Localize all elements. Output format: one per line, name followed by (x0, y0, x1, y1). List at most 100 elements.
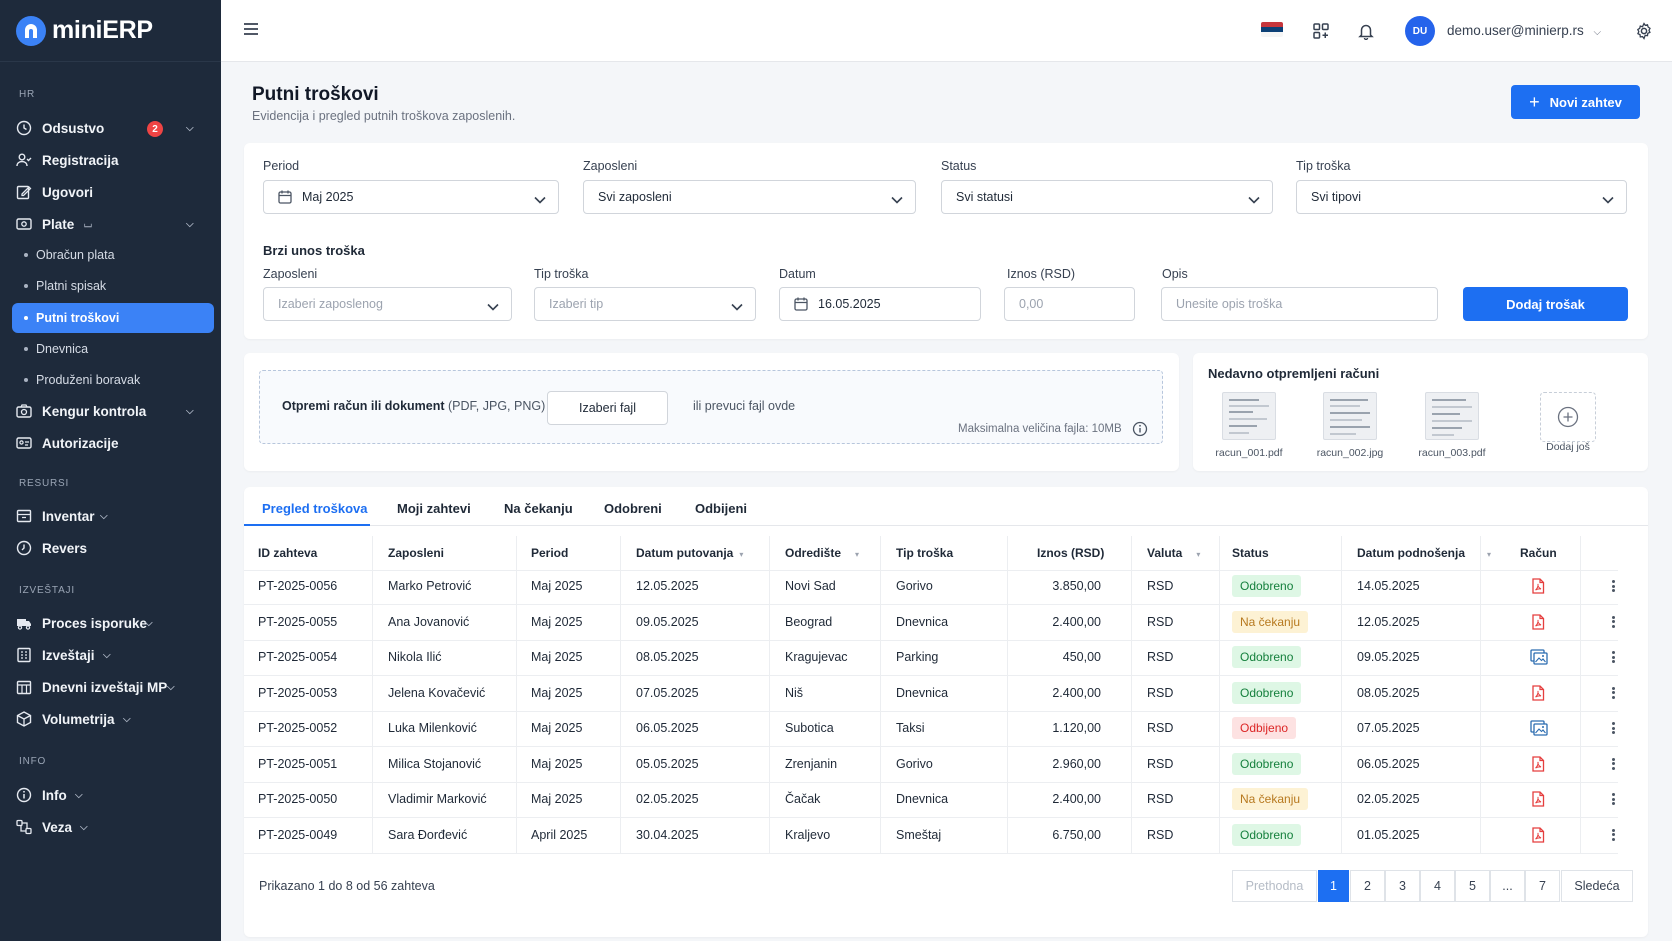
column-header-submitted[interactable]: Datum podnošenja ▾ (1357, 546, 1492, 560)
sidebar-item-revers[interactable]: Revers (12, 533, 214, 563)
sidebar-item-inventar[interactable]: Inventar ⌵ (12, 501, 214, 531)
employee-filter-label: Zaposleni (583, 159, 638, 173)
receipt-thumbnail[interactable] (1323, 392, 1377, 440)
info-icon[interactable] (1132, 421, 1148, 440)
new-request-button[interactable]: + Novi zahtev (1511, 85, 1640, 119)
row-divider (244, 852, 1618, 854)
pdf-file-icon[interactable] (1531, 578, 1545, 597)
cell-submitted: 12.05.2025 (1357, 614, 1420, 629)
link-icon (16, 819, 32, 835)
tab-na-cekanju[interactable]: Na čekanju (504, 501, 573, 516)
logo[interactable]: miniERP (0, 0, 221, 62)
image-file-icon[interactable] (1530, 649, 1548, 668)
cell-travel-date: 05.05.2025 (636, 756, 699, 771)
pdf-file-icon[interactable] (1531, 791, 1545, 810)
cell-travel-date: 02.05.2025 (636, 792, 699, 806)
tab-odobreni[interactable]: Odobreni (604, 501, 662, 516)
pdf-file-icon[interactable] (1531, 684, 1545, 704)
qe-employee-select[interactable]: Izaberi zaposlenog (263, 287, 512, 321)
image-file-icon[interactable] (1530, 720, 1548, 739)
qe-amount-input[interactable]: 0,00 (1004, 287, 1135, 321)
serbia-flag-icon[interactable] (1261, 22, 1283, 37)
pagination-page[interactable]: 3 (1385, 870, 1420, 902)
column-header-currency[interactable]: Valuta ▾ (1147, 546, 1201, 560)
receipt-thumbnail[interactable] (1425, 392, 1479, 440)
employee-filter-select[interactable]: Svi zaposleni (583, 180, 916, 214)
pagination-page[interactable]: 4 (1420, 870, 1455, 902)
sidebar-item-registracija[interactable]: Registracija (12, 145, 214, 175)
sidebar-item-izvestaji[interactable]: Izveštaji ⌵ (12, 640, 214, 670)
qe-type-placeholder: Izaberi tip (549, 297, 604, 311)
pagination-summary: Prikazano 1 do 8 od 56 zahteva (259, 879, 435, 893)
period-select[interactable]: Maj 2025 (263, 180, 559, 214)
sidebar-item-veza[interactable]: Veza ⌵ (12, 812, 214, 842)
receipt-thumbnail[interactable] (1222, 392, 1276, 440)
sidebar-item-ugovori[interactable]: Ugovori (12, 177, 214, 207)
sidebar-item-odsustvo[interactable]: Odsustvo 2 ⌵ (12, 113, 214, 143)
avatar[interactable]: DU (1405, 16, 1435, 46)
column-header-destination[interactable]: Odredište ▾ (785, 546, 860, 560)
sidebar-item-kengur-kontrola[interactable]: Kengur kontrola ⌵ (12, 396, 214, 426)
pagination-prev[interactable]: Prethodna (1232, 870, 1317, 902)
sidebar-item-proces-isporuke[interactable]: Proces isporuke ⌵ (12, 608, 214, 638)
qe-type-select[interactable]: Izaberi tip (534, 287, 756, 321)
choose-file-button[interactable]: Izaberi fajl (547, 391, 668, 425)
sidebar-subitem-putni-troskovi[interactable]: Putni troškovi (12, 303, 214, 333)
pdf-file-icon[interactable] (1531, 826, 1545, 846)
more-actions-icon[interactable] (1608, 827, 1618, 843)
column-header-period[interactable]: Period (531, 546, 569, 560)
column-header-travel-date[interactable]: Datum putovanja ▾ (636, 546, 744, 560)
menu-icon[interactable] (243, 22, 259, 39)
sidebar-subitem-produzeni-boravak[interactable]: Produženi boravak (12, 365, 214, 395)
pagination-page[interactable]: 5 (1455, 870, 1490, 902)
sidebar-item-plate[interactable]: Plate ⌴ ⌵ (12, 209, 214, 239)
cell-type: Smeštaj (896, 827, 942, 842)
sidebar-subitem-label: Produženi boravak (36, 373, 141, 387)
user-menu[interactable]: demo.user@minierp.rs ⌵ (1447, 23, 1601, 38)
status-filter-select[interactable]: Svi statusi (941, 180, 1273, 214)
more-actions-icon[interactable] (1608, 685, 1618, 701)
sidebar-item-volumetrija[interactable]: Volumetrija ⌵ (12, 704, 214, 734)
sidebar-item-dnevni-izvestaji[interactable]: Dnevni izveštaji MP ⌵ (12, 672, 214, 702)
upload-dropzone[interactable]: Otpremi račun ili dokument (PDF, JPG, PN… (259, 370, 1163, 444)
sidebar-item-label: Ugovori (42, 184, 94, 200)
tab-odbijeni[interactable]: Odbijeni (695, 501, 747, 516)
more-actions-icon[interactable] (1608, 578, 1618, 594)
bullet-icon (24, 284, 28, 288)
notification-badge: 2 (147, 121, 163, 137)
sidebar-subitem-dnevnica[interactable]: Dnevnica (12, 334, 214, 364)
topbar: DU demo.user@minierp.rs ⌵ (221, 0, 1672, 62)
bell-icon[interactable] (1354, 19, 1378, 43)
tab-pregled[interactable]: Pregled troškova (262, 501, 368, 516)
more-actions-icon[interactable] (1608, 649, 1618, 665)
column-header-amount[interactable]: Iznos (RSD) (1037, 546, 1105, 560)
pagination-next[interactable]: Sledeća (1561, 870, 1633, 902)
tab-moji-zahtevi[interactable]: Moji zahtevi (397, 501, 471, 516)
more-actions-icon[interactable] (1608, 756, 1618, 772)
column-header-type[interactable]: Tip troška (896, 546, 954, 560)
sidebar-item-info[interactable]: Info ⌵ (12, 780, 214, 810)
type-filter-select[interactable]: Svi tipovi (1296, 180, 1627, 214)
sidebar-item-autorizacije[interactable]: Autorizacije (12, 428, 214, 458)
sidebar-subitem-platni-spisak[interactable]: Platni spisak (12, 271, 214, 301)
pdf-file-icon[interactable] (1531, 613, 1545, 633)
pagination-page[interactable]: 1 (1318, 870, 1349, 902)
gear-icon[interactable] (1632, 19, 1656, 43)
qe-date-input[interactable]: 16.05.2025 (779, 287, 981, 321)
more-actions-icon[interactable] (1608, 720, 1618, 736)
add-more-button[interactable] (1540, 392, 1596, 442)
apps-grid-icon[interactable] (1309, 19, 1333, 43)
pdf-file-icon[interactable] (1531, 755, 1545, 775)
column-header-id[interactable]: ID zahteva (258, 546, 318, 560)
pagination-page[interactable]: 7 (1525, 870, 1560, 902)
more-actions-icon[interactable] (1608, 791, 1618, 807)
qe-description-input[interactable]: Unesite opis troška (1161, 287, 1438, 321)
cell-period: April 2025 (531, 827, 588, 842)
column-header-receipt[interactable]: Račun (1520, 546, 1557, 560)
pagination-page[interactable]: 2 (1350, 870, 1385, 902)
column-header-status[interactable]: Status (1232, 546, 1269, 560)
add-expense-button[interactable]: Dodaj trošak (1463, 287, 1628, 321)
column-header-employee[interactable]: Zaposleni (388, 546, 445, 560)
more-actions-icon[interactable] (1608, 614, 1618, 630)
sidebar-subitem-obracun[interactable]: Obračun plata (12, 240, 214, 270)
